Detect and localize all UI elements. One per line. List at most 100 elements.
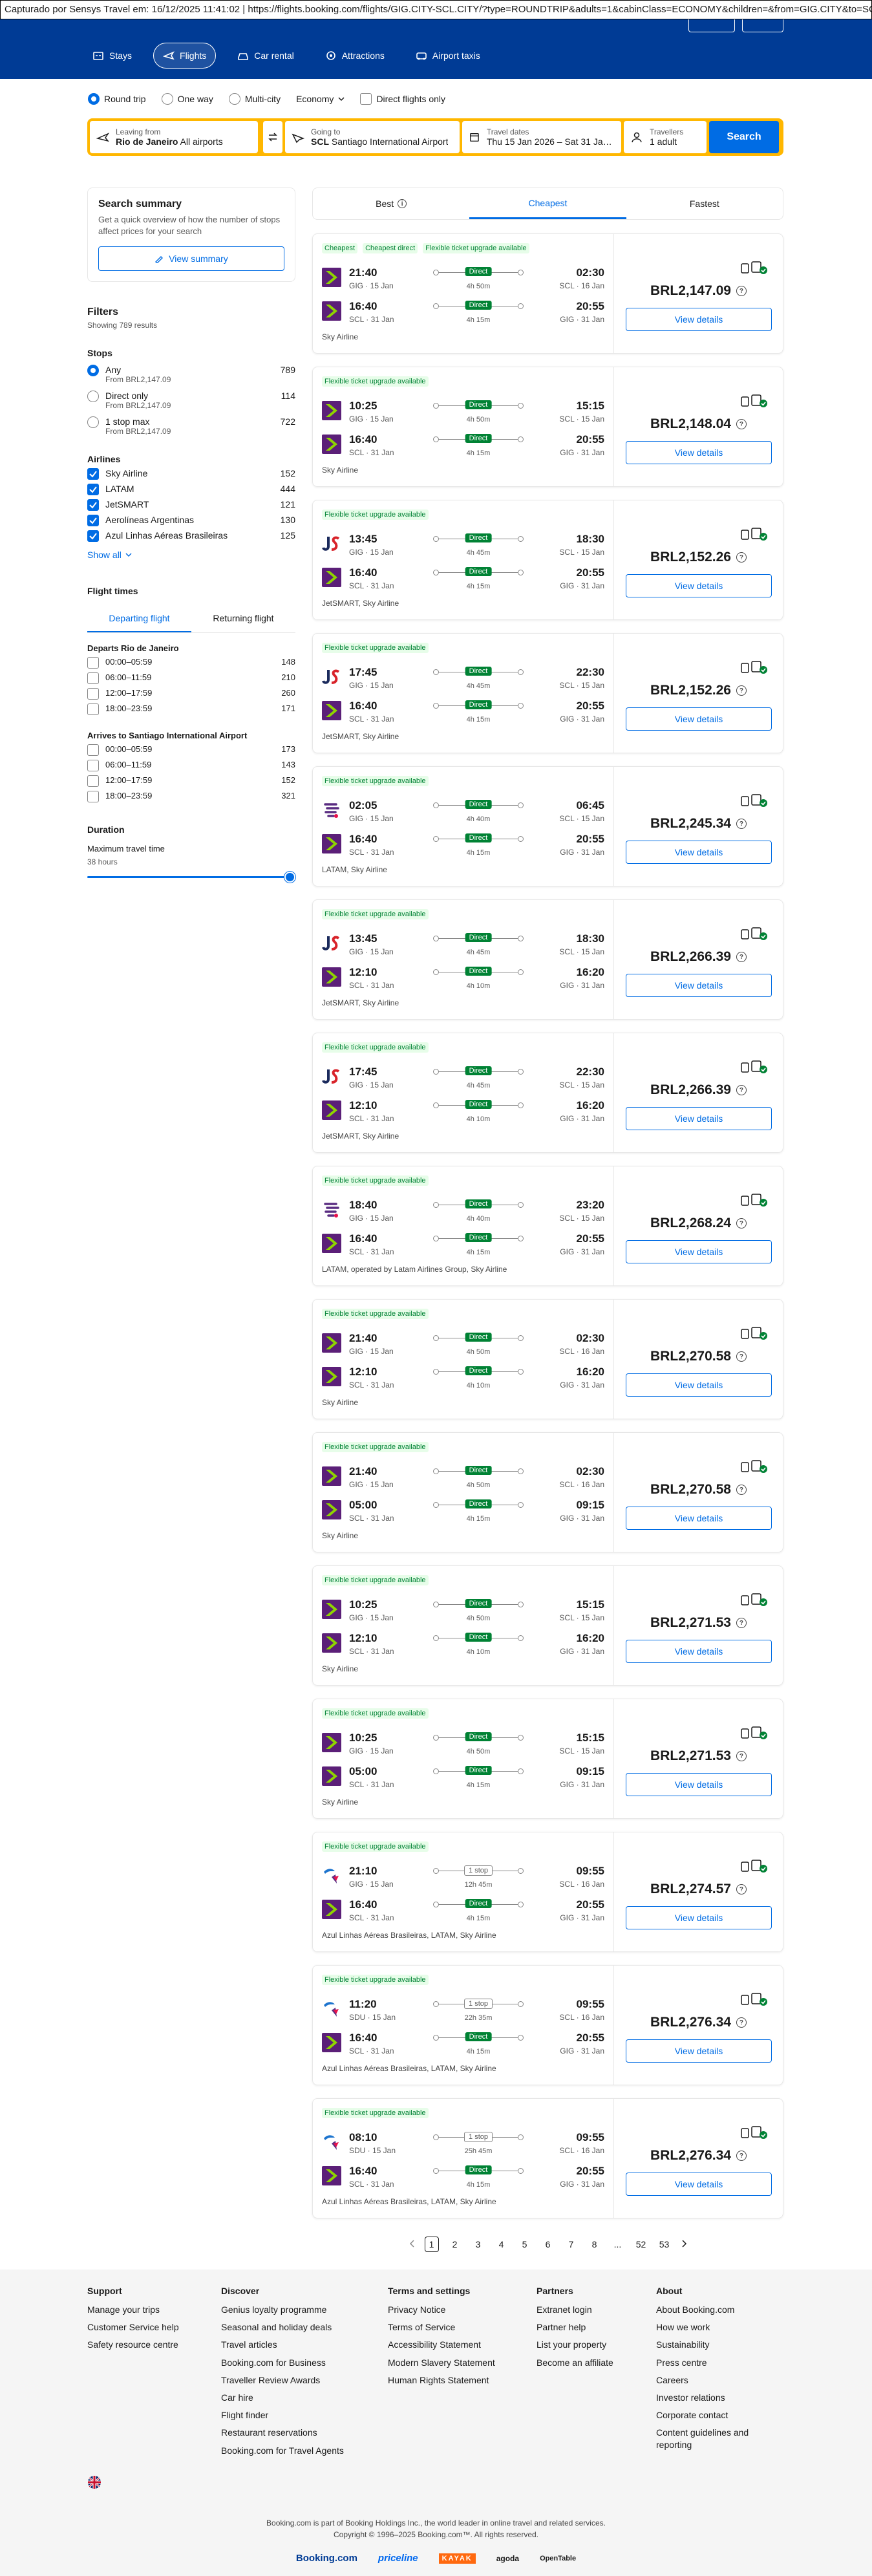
page-number[interactable]: 3	[475, 2239, 481, 2249]
time-option[interactable]: 06:00–11:59 210	[87, 672, 295, 685]
footer-link[interactable]: Restaurant reservations	[221, 2427, 317, 2438]
sort-tab[interactable]: Cheapest	[469, 188, 626, 219]
cabin-select[interactable]: Economy	[296, 94, 345, 104]
footer-link[interactable]: Seasonal and holiday deals	[221, 2322, 332, 2333]
airline-option[interactable]: LATAM 444	[87, 484, 295, 496]
price-info[interactable]: ?	[736, 1485, 747, 1495]
footer-link[interactable]: Genius loyalty programme	[221, 2304, 327, 2315]
sort-tab[interactable]: Fastest	[626, 188, 783, 219]
footer-link[interactable]: Privacy Notice	[388, 2304, 446, 2315]
time-option[interactable]: 12:00–17:59 260	[87, 688, 295, 700]
view-details-button[interactable]: View details	[626, 1373, 772, 1397]
airline-option[interactable]: JetSMART 121	[87, 499, 295, 511]
view-details-button[interactable]: View details	[626, 1773, 772, 1796]
sort-tab[interactable]: Best i	[313, 188, 469, 219]
view-details-button[interactable]: View details	[626, 1640, 772, 1663]
airline-option[interactable]: Aerolíneas Argentinas 130	[87, 515, 295, 527]
stop-option[interactable]: Any From BRL2,147.09 789	[87, 365, 295, 384]
footer-link[interactable]: Careers	[656, 2374, 688, 2385]
nav-item[interactable]: Stays	[83, 43, 142, 69]
view-details-button[interactable]: View details	[626, 707, 772, 731]
footer-link[interactable]: Booking.com for Business	[221, 2357, 326, 2368]
time-option[interactable]: 00:00–05:59 173	[87, 744, 295, 757]
footer-link[interactable]: Sustainability	[656, 2339, 710, 2350]
page-number[interactable]: ...	[613, 2239, 622, 2249]
search-field[interactable]: Leaving from Rio de Janeiro All airports	[90, 121, 258, 153]
nav-item[interactable]: Car rental	[228, 43, 303, 69]
footer-link[interactable]: Car hire	[221, 2392, 253, 2403]
footer-link[interactable]: Safety resource centre	[87, 2339, 178, 2350]
view-details-button[interactable]: View details	[626, 1240, 772, 1263]
stop-option[interactable]: Direct only From BRL2,147.09 114	[87, 391, 295, 410]
page-number[interactable]: 53	[659, 2239, 670, 2249]
view-details-button[interactable]: View details	[626, 2039, 772, 2063]
duration-slider[interactable]	[87, 870, 295, 883]
stop-option[interactable]: 1 stop max From BRL2,147.09 722	[87, 416, 295, 436]
footer-link[interactable]: Manage your trips	[87, 2304, 160, 2315]
view-details-button[interactable]: View details	[626, 2173, 772, 2196]
price-info[interactable]: ?	[736, 1218, 747, 1229]
time-option[interactable]: 12:00–17:59 152	[87, 775, 295, 788]
flight-times-tab[interactable]: Departing flight	[87, 605, 191, 633]
search-button[interactable]: Search	[709, 121, 779, 153]
page-number[interactable]: 4	[498, 2239, 504, 2249]
direct-only[interactable]: Direct flights only	[360, 93, 445, 105]
time-option[interactable]: 00:00–05:59 148	[87, 657, 295, 669]
view-details-button[interactable]: View details	[626, 441, 772, 464]
time-option[interactable]: 18:00–23:59 321	[87, 791, 295, 803]
page-number[interactable]: 2	[452, 2239, 458, 2249]
header-button[interactable]	[688, 19, 735, 32]
page-number[interactable]: 8	[591, 2239, 597, 2249]
summary-button[interactable]: View summary	[98, 246, 284, 272]
trip-type[interactable]: One way	[161, 93, 213, 105]
footer-link[interactable]: Become an affiliate	[537, 2357, 613, 2368]
footer-link[interactable]: Investor relations	[656, 2392, 725, 2403]
flight-times-tab[interactable]: Returning flight	[213, 613, 274, 624]
price-info[interactable]: ?	[736, 2151, 747, 2161]
language-flag[interactable]	[87, 2475, 101, 2489]
footer-link[interactable]: About Booking.com	[656, 2304, 735, 2315]
search-field[interactable]: Travellers 1 adult	[624, 121, 707, 153]
footer-link[interactable]: Modern Slavery Statement	[388, 2357, 495, 2368]
price-info[interactable]: ?	[736, 419, 747, 429]
footer-link[interactable]: Extranet login	[537, 2304, 592, 2315]
footer-link[interactable]: Terms of Service	[388, 2322, 456, 2333]
time-option[interactable]: 18:00–23:59 171	[87, 703, 295, 716]
trip-type[interactable]: Round trip	[88, 93, 146, 105]
nav-item[interactable]: Attractions	[315, 43, 394, 69]
search-field[interactable]: Travel dates Thu 15 Jan 2026 – Sat 31 Jan…	[462, 121, 621, 153]
nav-item[interactable]: Airport taxis	[406, 43, 490, 69]
footer-link[interactable]: Corporate contact	[656, 2410, 728, 2421]
slider-thumb[interactable]	[284, 872, 295, 883]
view-details-button[interactable]: View details	[626, 574, 772, 597]
nav-item[interactable]: Flights	[153, 43, 217, 69]
footer-link[interactable]: List your property	[537, 2339, 607, 2350]
price-info[interactable]: ?	[736, 819, 747, 829]
time-option[interactable]: 06:00–11:59 143	[87, 760, 295, 772]
page-number[interactable]: 52	[635, 2239, 646, 2249]
price-info[interactable]: ?	[736, 552, 747, 563]
swap-button[interactable]	[263, 121, 282, 153]
prev-page[interactable]	[409, 2239, 416, 2249]
price-info[interactable]: ?	[736, 952, 747, 962]
footer-link[interactable]: Flight finder	[221, 2410, 269, 2421]
view-details-button[interactable]: View details	[626, 841, 772, 864]
page-number[interactable]: 1	[424, 2237, 439, 2252]
airline-option[interactable]: Azul Linhas Aéreas Brasileiras 125	[87, 530, 295, 542]
footer-link[interactable]: Booking.com for Travel Agents	[221, 2445, 344, 2456]
next-page[interactable]	[681, 2239, 687, 2249]
header-button[interactable]	[742, 19, 783, 32]
page-number[interactable]: 7	[568, 2239, 574, 2249]
view-details-button[interactable]: View details	[626, 1107, 772, 1130]
footer-link[interactable]: How we work	[656, 2322, 710, 2333]
view-details-button[interactable]: View details	[626, 1507, 772, 1530]
page-number[interactable]: 6	[545, 2239, 551, 2249]
footer-link[interactable]: Customer Service help	[87, 2322, 179, 2333]
price-info[interactable]: ?	[736, 1618, 747, 1628]
price-info[interactable]: ?	[736, 1351, 747, 1362]
footer-link[interactable]: Traveller Review Awards	[221, 2374, 321, 2385]
trip-type[interactable]: Multi-city	[228, 93, 281, 105]
footer-link[interactable]: Content guidelines and reporting	[656, 2427, 749, 2450]
show-all[interactable]: Show all	[87, 550, 295, 560]
airline-option[interactable]: Sky Airline 152	[87, 468, 295, 480]
